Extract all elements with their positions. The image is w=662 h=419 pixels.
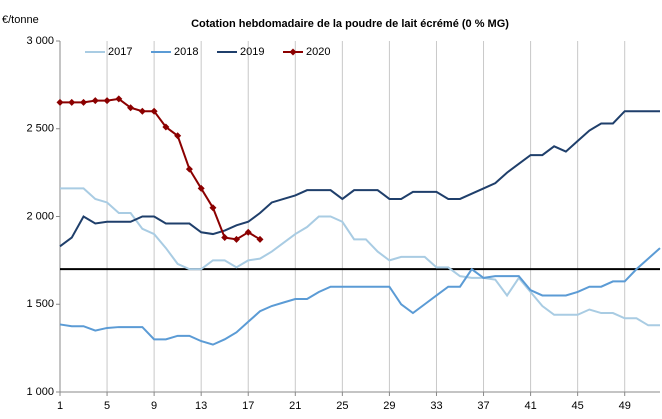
marker: [174, 132, 182, 140]
marker: [244, 228, 252, 236]
chart-title: Cotation hebdomadaire de la poudre de la…: [191, 18, 509, 30]
legend-label: 2018: [174, 46, 198, 58]
marker: [138, 107, 146, 115]
line: [59, 110, 660, 248]
y-tick-label: 1 000: [26, 386, 54, 398]
legend-marker: [289, 48, 297, 56]
marker: [197, 184, 205, 192]
line: [59, 247, 661, 346]
marker: [127, 104, 135, 112]
y-tick-label: 2 500: [26, 123, 54, 135]
x-tick-label: 9: [151, 400, 157, 412]
x-tick-label: 29: [383, 400, 395, 412]
x-tick-label: 21: [289, 400, 301, 412]
x-tick-label: 49: [619, 400, 631, 412]
marker: [91, 97, 99, 105]
marker: [56, 98, 64, 106]
marker: [162, 123, 170, 131]
x-tick-label: 33: [430, 400, 442, 412]
line: [60, 97, 261, 241]
line: [60, 187, 660, 327]
marker: [185, 165, 193, 173]
x-tick-label: 1: [57, 400, 63, 412]
legend-label: 2019: [240, 46, 264, 58]
legend-label: 2020: [306, 46, 330, 58]
y-tick-label: 2 000: [26, 210, 54, 222]
x-tick-label: 17: [242, 400, 254, 412]
marker: [256, 235, 264, 243]
y-axis-label: €/tonne: [2, 14, 39, 26]
legend-label: 2017: [108, 46, 132, 58]
y-tick-label: 1 500: [26, 298, 54, 310]
marker: [115, 95, 123, 103]
marker: [209, 204, 217, 212]
marker: [232, 235, 240, 243]
marker: [221, 234, 229, 242]
x-tick-label: 37: [477, 400, 489, 412]
marker: [68, 98, 76, 106]
x-tick-label: 41: [524, 400, 536, 412]
x-tick-label: 25: [336, 400, 348, 412]
y-tick-label: 3 000: [26, 35, 54, 47]
marker: [103, 97, 111, 105]
x-tick-label: 13: [195, 400, 207, 412]
marker: [80, 98, 88, 106]
marker: [150, 107, 158, 115]
x-tick-label: 45: [572, 400, 584, 412]
x-tick-label: 5: [104, 400, 110, 412]
